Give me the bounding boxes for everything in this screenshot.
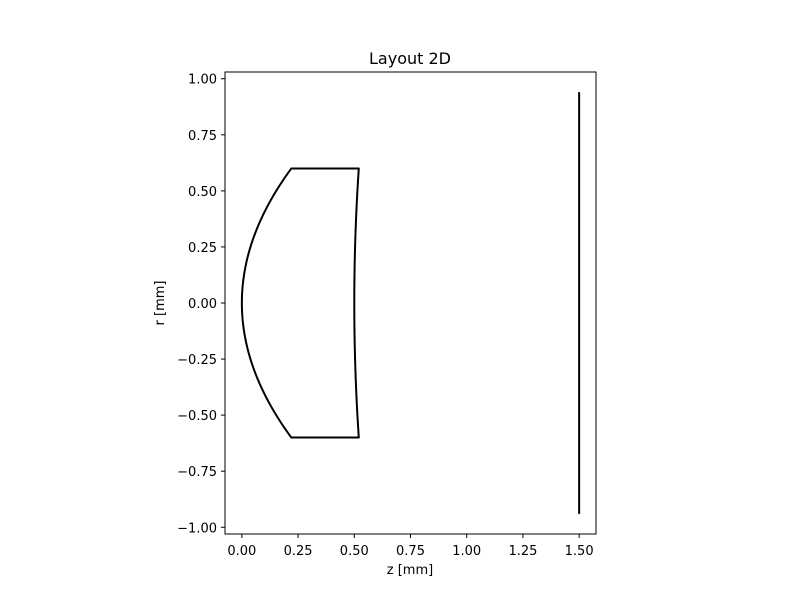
x-tick-label: 1.25 bbox=[508, 544, 537, 559]
y-tick-label: 0.00 bbox=[188, 297, 217, 312]
plot-marks bbox=[240, 92, 581, 514]
lens-outline bbox=[240, 167, 360, 439]
x-tick-label: 0.75 bbox=[396, 544, 425, 559]
y-tick-label: 1.00 bbox=[188, 73, 217, 88]
chart-title: Layout 2D bbox=[369, 49, 451, 68]
y-axis: 1.00 0.75 0.50 0.25 0.00 −0.25 −0.50 −0.75 −1.00 bbox=[177, 73, 225, 536]
y-tick-label: 0.50 bbox=[188, 185, 217, 200]
y-tick-label: −0.50 bbox=[177, 409, 217, 424]
x-tick-label: 0.25 bbox=[284, 544, 313, 559]
y-tick-label: −0.25 bbox=[177, 353, 217, 368]
y-tick-label: 0.75 bbox=[188, 129, 217, 144]
y-tick-label: 0.25 bbox=[188, 241, 217, 256]
x-tick-label: 0.00 bbox=[227, 544, 256, 559]
axes-frame bbox=[224, 71, 597, 535]
y-tick-label: −0.75 bbox=[177, 465, 217, 480]
y-axis-label: r [mm] bbox=[153, 281, 168, 326]
y-tick-label: −1.00 bbox=[177, 521, 217, 536]
x-tick-label: 0.50 bbox=[340, 544, 369, 559]
x-tick-label: 1.50 bbox=[565, 544, 594, 559]
x-axis-label: z [mm] bbox=[387, 563, 433, 578]
x-tick-label: 1.00 bbox=[452, 544, 481, 559]
x-axis: 0.00 0.25 0.50 0.75 1.00 1.25 1.50 bbox=[227, 534, 594, 559]
